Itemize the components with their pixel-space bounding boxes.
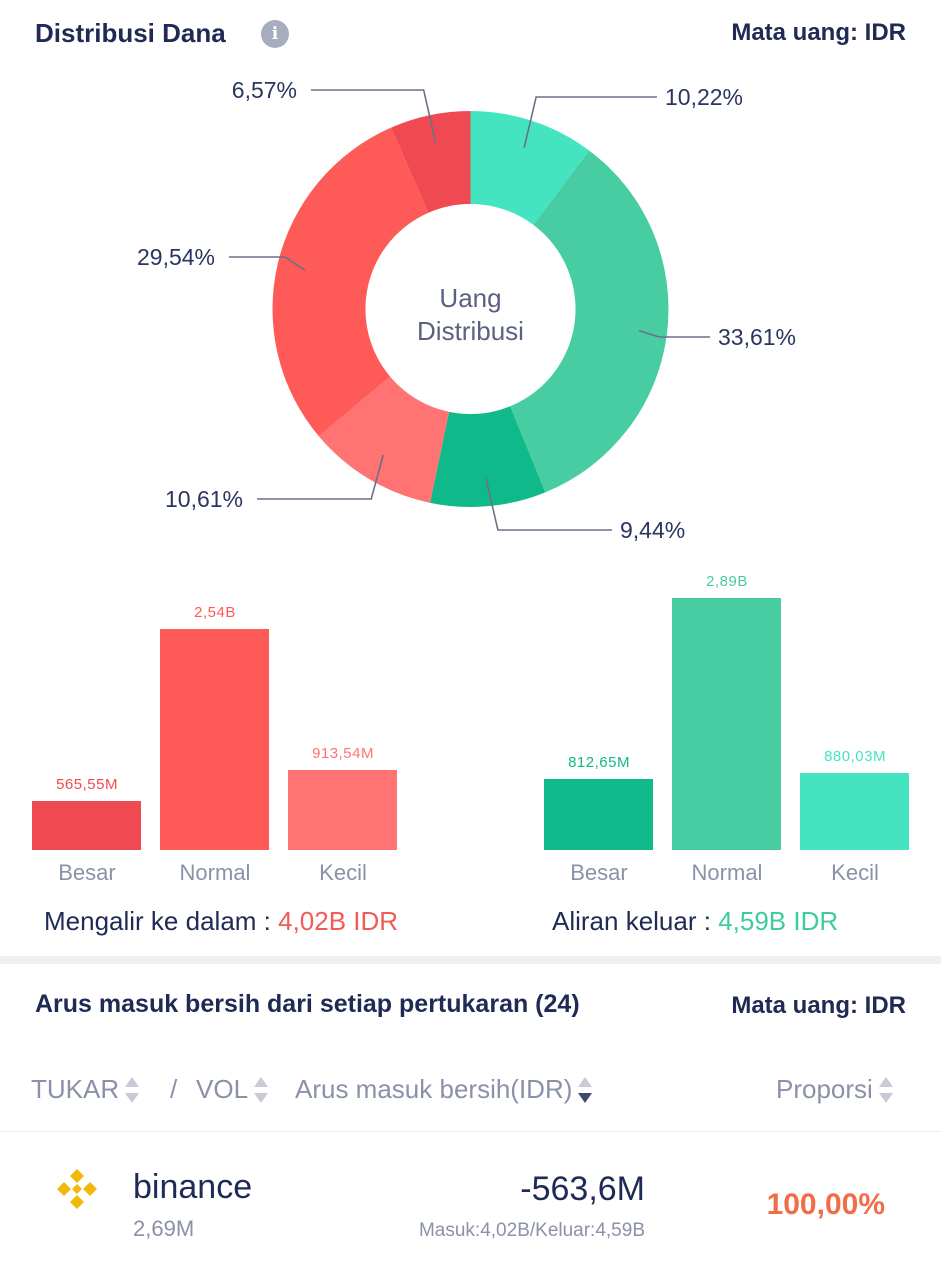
bar-normal	[160, 628, 269, 850]
bar-besar	[544, 779, 653, 850]
sort-arrows-icon	[254, 1075, 269, 1105]
donut-center	[374, 213, 567, 405]
donut-slice-red-large	[391, 111, 471, 213]
bar-value-label: 2,54B	[194, 603, 236, 621]
inflow-bar-chart: 565,55M Besar 2,54B Normal 913,54M Kecil	[20, 570, 420, 890]
inflow-label: Mengalir ke dalam :	[44, 906, 279, 936]
page-title: Distribusi Dana	[35, 18, 226, 48]
sort-arrows-icon	[578, 1075, 593, 1105]
bar-kecil	[288, 770, 397, 850]
exchange-section-title: Arus masuk bersih dari setiap pertukaran…	[35, 990, 580, 1018]
inflow-value: 4,02B IDR	[278, 906, 399, 936]
section-divider	[0, 956, 941, 964]
exchange-currency-selector[interactable]: Mata uang: IDR	[731, 992, 906, 1019]
donut-slice-green-normal	[510, 150, 669, 493]
donut-leader-line	[311, 89, 437, 143]
donut-leader-line	[485, 478, 612, 531]
donut-center-label-line2: Distribusi	[417, 316, 524, 346]
exchange-proportion: 100,00%	[766, 1188, 885, 1221]
outflow-label: Aliran keluar :	[552, 906, 719, 936]
bar-value-label: 565,55M	[56, 775, 118, 793]
bar-category-label: Besar	[58, 860, 116, 885]
bar-value-label: 913,54M	[312, 745, 374, 763]
donut-slice-label: 10,22%	[665, 84, 743, 110]
table-header: TUKAR / VOL Arus masuk bersih(IDR) Propo…	[0, 1070, 941, 1114]
donut-leader-line	[257, 454, 384, 500]
sort-proportion[interactable]: Proporsi	[776, 1074, 893, 1105]
donut-center-label-line1: Uang	[439, 283, 501, 313]
column-vol: VOL	[196, 1074, 249, 1104]
bar-category-label: Kecil	[831, 860, 879, 885]
bar-category-label: Kecil	[319, 860, 367, 885]
donut-slice-red-small	[318, 376, 450, 503]
bar-value-label: 880,03M	[824, 748, 886, 766]
binance-logo-icon	[57, 1169, 97, 1209]
donut-slice-green-small	[470, 111, 590, 225]
column-net-inflow: Arus masuk bersih(IDR)	[295, 1074, 573, 1104]
exchange-in-out: Masuk:4,02B/Keluar:4,59B	[418, 1220, 645, 1241]
bar-value-label: 2,89B	[706, 573, 748, 590]
donut-slice-label: 6,57%	[232, 77, 297, 103]
exchange-vol: 2,69M	[133, 1216, 195, 1241]
exchange-name: binance	[133, 1168, 253, 1206]
bar-kecil	[800, 773, 909, 850]
fund-distribution-donut-chart: 10,22%33,61%9,44%10,61%29,54%6,57% Uang …	[137, 77, 796, 543]
donut-leader-line	[229, 256, 306, 271]
donut-slice-red-normal	[272, 127, 429, 437]
bar-category-label: Besar	[570, 860, 628, 885]
bar-normal	[672, 598, 781, 850]
table-row[interactable]: binance 2,69M -563,6M Masuk:4,02B/Keluar…	[0, 1150, 941, 1260]
column-exchange: TUKAR	[31, 1074, 120, 1104]
donut-leader-line	[523, 96, 657, 148]
donut-slice-green-large	[430, 406, 546, 508]
sort-net-inflow[interactable]: Arus masuk bersih(IDR)	[295, 1074, 593, 1105]
donut-slice-label: 33,61%	[718, 324, 796, 350]
sort-vol[interactable]: VOL	[196, 1074, 269, 1105]
table-divider	[0, 1131, 941, 1132]
column-proportion: Proporsi	[776, 1074, 873, 1104]
sort-arrows-icon	[878, 1075, 893, 1105]
bar-value-label: 812,65M	[568, 754, 630, 772]
outflow-summary: Aliran keluar : 4,59B IDR	[552, 906, 838, 937]
bar-category-label: Normal	[691, 860, 763, 885]
sort-arrows-icon	[125, 1075, 140, 1105]
bar-category-label: Normal	[179, 860, 251, 885]
donut-slice-label: 9,44%	[620, 517, 685, 543]
header: Distribusi Dana i Mata uang: IDR	[0, 0, 941, 70]
sort-exchange[interactable]: TUKAR	[31, 1074, 140, 1105]
donut-slice-label: 10,61%	[165, 486, 243, 512]
inflow-summary: Mengalir ke dalam : 4,02B IDR	[44, 906, 398, 937]
outflow-value: 4,59B IDR	[718, 906, 839, 936]
outflow-bar-chart: 812,65M Besar 2,89B Normal 880,03M Kecil	[532, 570, 932, 890]
info-icon[interactable]: i	[261, 20, 289, 48]
donut-leader-line	[638, 329, 710, 338]
exchange-net-inflow: -563,6M	[520, 1170, 645, 1208]
bar-besar	[32, 800, 141, 850]
donut-slice-label: 29,54%	[137, 244, 215, 270]
currency-selector[interactable]: Mata uang: IDR	[731, 19, 906, 46]
column-separator: /	[170, 1074, 178, 1104]
